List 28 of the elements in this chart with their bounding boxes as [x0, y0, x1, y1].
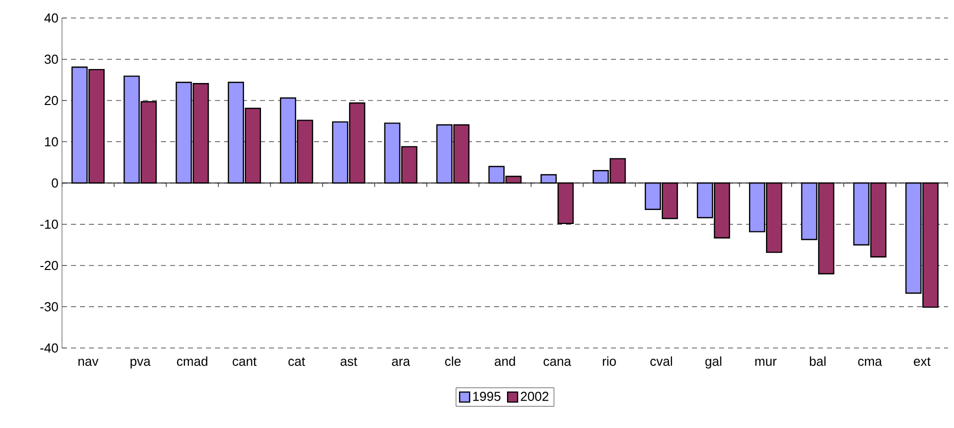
- x-tick-label: and: [494, 356, 515, 366]
- x-tick-label: nav: [78, 358, 98, 366]
- x-tick-label: ast: [340, 357, 358, 366]
- legend-label: 2002: [520, 392, 548, 401]
- x-tick-label: gal: [705, 356, 722, 368]
- y-tick-label: -10: [40, 220, 58, 229]
- x-tick-label: cma: [858, 358, 882, 366]
- y-tick-label: -30: [40, 302, 58, 312]
- x-tick-label: mur: [755, 358, 777, 366]
- x-tick-label: ext: [914, 357, 930, 366]
- y-tick-label: -20: [40, 260, 58, 270]
- x-tick-label: cana: [544, 358, 572, 366]
- x-tick-label: bal: [810, 356, 826, 366]
- x-tick-label: pva: [130, 358, 151, 368]
- x-tick-label: cat: [288, 357, 306, 366]
- x-tick-label: cval: [650, 356, 672, 366]
- y-tick-label: -40: [40, 343, 58, 353]
- y-tick-label: 0: [52, 178, 58, 188]
- x-tick-label: cant: [232, 357, 257, 366]
- legend-label: 1995: [473, 392, 500, 401]
- y-tick-label: 30: [44, 54, 58, 64]
- x-tick-label: ara: [392, 358, 410, 366]
- x-tick-label: rio: [602, 356, 616, 366]
- y-tick-label: 10: [45, 137, 58, 146]
- y-tick-label: 20: [44, 96, 58, 106]
- x-tick-label: cmad: [177, 356, 208, 366]
- x-tick-label: cle: [445, 356, 461, 366]
- y-tick-label: 40: [44, 13, 58, 23]
